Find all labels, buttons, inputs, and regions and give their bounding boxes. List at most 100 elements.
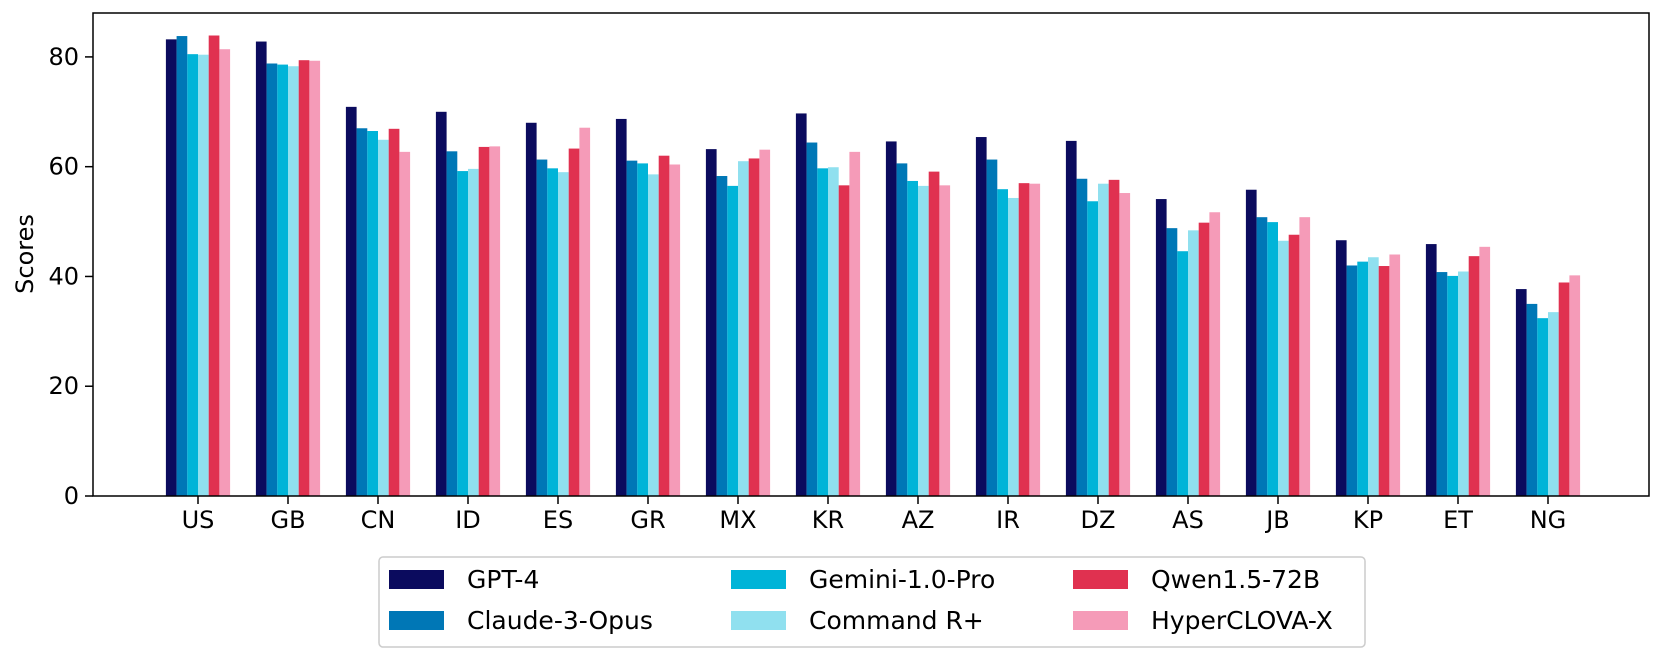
bar-KR-gemini-1-0-pro	[817, 168, 828, 496]
x-axis: US GB CN ID ES GR MX KR AZ IR DZ AS JB KP ET NG	[182, 496, 1567, 534]
y-tick-label: 80	[48, 43, 79, 71]
bar-GR-hyperclova-x	[669, 164, 681, 497]
bar-GR-gemini-1-0-pro	[637, 163, 648, 496]
bar-IR-command-r-	[1008, 197, 1019, 496]
legend-label-gpt-4: GPT-4	[467, 565, 539, 594]
bar-DZ-hyperclova-x	[1119, 193, 1131, 496]
legend-swatch-gemini-1-0-pro	[731, 570, 786, 589]
x-tick-label-kr: KR	[812, 506, 844, 534]
bar-KR-qwen1-5-72b	[838, 185, 850, 496]
bar-ES-gpt-4	[525, 122, 537, 497]
bar-IR-qwen1-5-72b	[1018, 183, 1030, 496]
bar-US-claude-3-opus	[176, 36, 188, 497]
bar-KP-command-r-	[1368, 257, 1379, 496]
bar-AS-command-r-	[1188, 230, 1199, 496]
bar-US-hyperclova-x	[219, 49, 231, 496]
bar-IR-hyperclova-x	[1029, 183, 1041, 496]
x-tick-label-gb: GB	[270, 506, 305, 534]
bar-GB-gemini-1-0-pro	[277, 64, 288, 496]
legend-swatch-qwen1-5-72b	[1073, 570, 1128, 589]
legend-label-qwen1-5-72b: Qwen1.5-72B	[1151, 565, 1320, 594]
bar-JB-command-r-	[1278, 240, 1289, 496]
bar-GB-hyperclova-x	[309, 60, 321, 496]
x-tick-label-ng: NG	[1530, 506, 1567, 534]
bar-AS-gpt-4	[1155, 199, 1167, 496]
bar-KP-gpt-4	[1335, 240, 1347, 496]
bar-GB-gpt-4	[255, 41, 267, 496]
x-tick-label-as: AS	[1172, 506, 1204, 534]
legend-label-gemini-1-0-pro: Gemini-1.0-Pro	[809, 565, 995, 594]
bar-AZ-claude-3-opus	[896, 163, 908, 496]
bar-AZ-gpt-4	[885, 141, 897, 496]
bar-NG-claude-3-opus	[1526, 303, 1538, 496]
y-axis-title: Scores	[11, 214, 39, 294]
legend-swatch-command-r-	[731, 611, 786, 630]
x-tick-label-jb: JB	[1264, 506, 1290, 534]
bar-IR-claude-3-opus	[986, 159, 998, 497]
x-tick-label-et: ET	[1443, 506, 1473, 534]
bar-NG-gpt-4	[1515, 289, 1527, 496]
y-axis: 0 20 40 60 80	[48, 43, 93, 510]
bar-AS-gemini-1-0-pro	[1177, 251, 1188, 496]
bar-DZ-gpt-4	[1065, 140, 1077, 496]
bar-AS-qwen1-5-72b	[1198, 222, 1210, 497]
y-tick-label: 0	[64, 482, 79, 510]
x-tick-label-dz: DZ	[1081, 506, 1116, 534]
bar-AZ-hyperclova-x	[939, 185, 951, 496]
x-tick-label-cn: CN	[361, 506, 396, 534]
bar-JB-qwen1-5-72b	[1288, 234, 1300, 497]
bar-IR-gpt-4	[975, 137, 987, 497]
y-tick-label: 20	[48, 372, 79, 400]
bar-NG-hyperclova-x	[1569, 275, 1581, 496]
bar-GB-claude-3-opus	[266, 63, 278, 496]
bar-GB-command-r-	[288, 66, 299, 497]
x-tick-label-es: ES	[543, 506, 573, 534]
y-tick-label: 60	[48, 153, 79, 181]
bar-CN-claude-3-opus	[356, 128, 368, 496]
bar-GR-gpt-4	[615, 118, 627, 497]
bar-MX-qwen1-5-72b	[748, 158, 760, 496]
bar-ID-qwen1-5-72b	[478, 146, 490, 497]
bar-IR-gemini-1-0-pro	[997, 189, 1008, 496]
legend-label-command-r-: Command R+	[809, 606, 984, 635]
bar-JB-claude-3-opus	[1256, 217, 1268, 496]
legend-swatch-hyperclova-x	[1073, 611, 1128, 630]
plot-frame	[92, 12, 1650, 497]
bar-ID-claude-3-opus	[446, 151, 458, 496]
bar-ID-gemini-1-0-pro	[457, 171, 468, 496]
bar-NG-qwen1-5-72b	[1558, 282, 1570, 496]
bar-KP-gemini-1-0-pro	[1357, 261, 1368, 496]
bar-US-gemini-1-0-pro	[187, 54, 198, 496]
bar-GR-claude-3-opus	[626, 160, 638, 496]
bar-MX-hyperclova-x	[759, 149, 771, 497]
bar-NG-command-r-	[1548, 312, 1559, 496]
legend: GPT-4 Claude-3-Opus Gemini-1.0-Pro Command …	[378, 556, 1366, 648]
bar-ET-claude-3-opus	[1436, 272, 1448, 496]
bar-ES-hyperclova-x	[579, 127, 591, 497]
bar-ET-hyperclova-x	[1479, 246, 1491, 496]
bar-ET-gemini-1-0-pro	[1447, 275, 1458, 496]
bar-ET-gpt-4	[1425, 244, 1437, 496]
bar-JB-gemini-1-0-pro	[1267, 222, 1278, 496]
bar-KP-qwen1-5-72b	[1378, 266, 1390, 496]
legend-label-hyperclova-x: HyperCLOVA-X	[1151, 606, 1333, 635]
bar-ES-claude-3-opus	[536, 159, 548, 497]
bar-US-qwen1-5-72b	[208, 35, 220, 496]
bar-KR-command-r-	[828, 167, 839, 497]
x-tick-label-ir: IR	[996, 506, 1020, 534]
bar-JB-gpt-4	[1245, 189, 1257, 497]
bar-AZ-gemini-1-0-pro	[907, 180, 918, 496]
bar-CN-command-r-	[378, 139, 389, 497]
bar-DZ-command-r-	[1098, 183, 1109, 496]
x-tick-label-kp: KP	[1353, 506, 1383, 534]
bar-JB-hyperclova-x	[1299, 217, 1311, 496]
bar-GR-qwen1-5-72b	[658, 155, 670, 496]
bar-ID-hyperclova-x	[489, 146, 501, 496]
bar-ID-gpt-4	[435, 111, 447, 497]
bar-CN-gemini-1-0-pro	[367, 131, 378, 496]
x-tick-label-mx: MX	[719, 506, 756, 534]
bar-AZ-qwen1-5-72b	[928, 171, 940, 496]
bar-CN-gpt-4	[345, 106, 357, 497]
bar-KR-gpt-4	[795, 113, 807, 496]
bar-GR-command-r-	[648, 174, 659, 496]
